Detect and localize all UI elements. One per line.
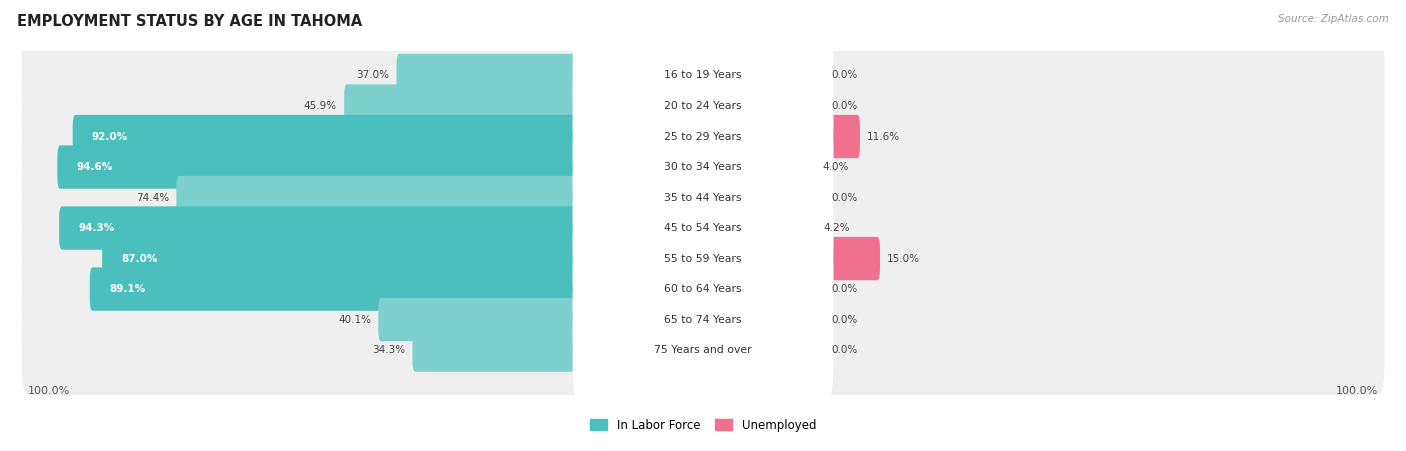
Text: 75 Years and over: 75 Years and over: [654, 345, 752, 355]
Text: 0.0%: 0.0%: [831, 70, 858, 80]
FancyBboxPatch shape: [344, 84, 620, 128]
FancyBboxPatch shape: [21, 31, 1385, 120]
FancyBboxPatch shape: [396, 54, 620, 97]
FancyBboxPatch shape: [572, 53, 834, 159]
FancyBboxPatch shape: [786, 176, 824, 219]
Text: 100.0%: 100.0%: [28, 387, 70, 396]
Text: 100.0%: 100.0%: [1336, 387, 1378, 396]
FancyBboxPatch shape: [786, 237, 880, 280]
FancyBboxPatch shape: [786, 267, 824, 311]
Text: 94.6%: 94.6%: [76, 162, 112, 172]
Text: 0.0%: 0.0%: [831, 101, 858, 111]
FancyBboxPatch shape: [786, 328, 824, 372]
Text: 87.0%: 87.0%: [121, 253, 157, 263]
Text: 65 to 74 Years: 65 to 74 Years: [664, 315, 742, 325]
FancyBboxPatch shape: [786, 84, 824, 128]
FancyBboxPatch shape: [786, 115, 860, 158]
FancyBboxPatch shape: [73, 115, 620, 158]
FancyBboxPatch shape: [21, 244, 1385, 334]
Text: 0.0%: 0.0%: [831, 315, 858, 325]
Text: 34.3%: 34.3%: [373, 345, 405, 355]
Text: EMPLOYMENT STATUS BY AGE IN TAHOMA: EMPLOYMENT STATUS BY AGE IN TAHOMA: [17, 14, 363, 28]
FancyBboxPatch shape: [572, 297, 834, 403]
Text: 20 to 24 Years: 20 to 24 Years: [664, 101, 742, 111]
Text: 16 to 19 Years: 16 to 19 Years: [664, 70, 742, 80]
FancyBboxPatch shape: [21, 275, 1385, 364]
Text: 94.3%: 94.3%: [79, 223, 114, 233]
FancyBboxPatch shape: [90, 267, 620, 311]
Text: 30 to 34 Years: 30 to 34 Years: [664, 162, 742, 172]
Text: 0.0%: 0.0%: [831, 345, 858, 355]
FancyBboxPatch shape: [572, 267, 834, 373]
FancyBboxPatch shape: [572, 236, 834, 342]
Text: 25 to 29 Years: 25 to 29 Years: [664, 132, 742, 142]
FancyBboxPatch shape: [103, 237, 620, 280]
FancyBboxPatch shape: [572, 114, 834, 220]
FancyBboxPatch shape: [21, 183, 1385, 273]
Text: 11.6%: 11.6%: [868, 132, 900, 142]
FancyBboxPatch shape: [378, 298, 620, 341]
Text: 89.1%: 89.1%: [108, 284, 145, 294]
FancyBboxPatch shape: [412, 328, 620, 372]
Text: 0.0%: 0.0%: [831, 284, 858, 294]
FancyBboxPatch shape: [21, 122, 1385, 212]
FancyBboxPatch shape: [572, 206, 834, 311]
FancyBboxPatch shape: [21, 153, 1385, 242]
Text: 55 to 59 Years: 55 to 59 Years: [664, 253, 742, 263]
Text: 0.0%: 0.0%: [831, 193, 858, 202]
FancyBboxPatch shape: [21, 214, 1385, 304]
FancyBboxPatch shape: [572, 175, 834, 281]
Text: 4.0%: 4.0%: [823, 162, 849, 172]
FancyBboxPatch shape: [572, 145, 834, 250]
FancyBboxPatch shape: [59, 207, 620, 250]
FancyBboxPatch shape: [176, 176, 620, 219]
Text: 60 to 64 Years: 60 to 64 Years: [664, 284, 742, 294]
FancyBboxPatch shape: [21, 92, 1385, 181]
FancyBboxPatch shape: [21, 61, 1385, 151]
Text: 4.2%: 4.2%: [824, 223, 851, 233]
FancyBboxPatch shape: [21, 305, 1385, 395]
Text: 40.1%: 40.1%: [337, 315, 371, 325]
FancyBboxPatch shape: [572, 23, 834, 128]
FancyBboxPatch shape: [786, 298, 824, 341]
FancyBboxPatch shape: [786, 207, 817, 250]
Text: 45 to 54 Years: 45 to 54 Years: [664, 223, 742, 233]
FancyBboxPatch shape: [572, 84, 834, 189]
Text: 74.4%: 74.4%: [136, 193, 169, 202]
Text: 45.9%: 45.9%: [304, 101, 337, 111]
Text: Source: ZipAtlas.com: Source: ZipAtlas.com: [1278, 14, 1389, 23]
Text: 15.0%: 15.0%: [887, 253, 921, 263]
Text: 37.0%: 37.0%: [356, 70, 389, 80]
FancyBboxPatch shape: [786, 145, 815, 189]
FancyBboxPatch shape: [58, 145, 620, 189]
FancyBboxPatch shape: [786, 54, 824, 97]
Text: 35 to 44 Years: 35 to 44 Years: [664, 193, 742, 202]
Text: 92.0%: 92.0%: [91, 132, 128, 142]
Legend: In Labor Force, Unemployed: In Labor Force, Unemployed: [585, 414, 821, 437]
